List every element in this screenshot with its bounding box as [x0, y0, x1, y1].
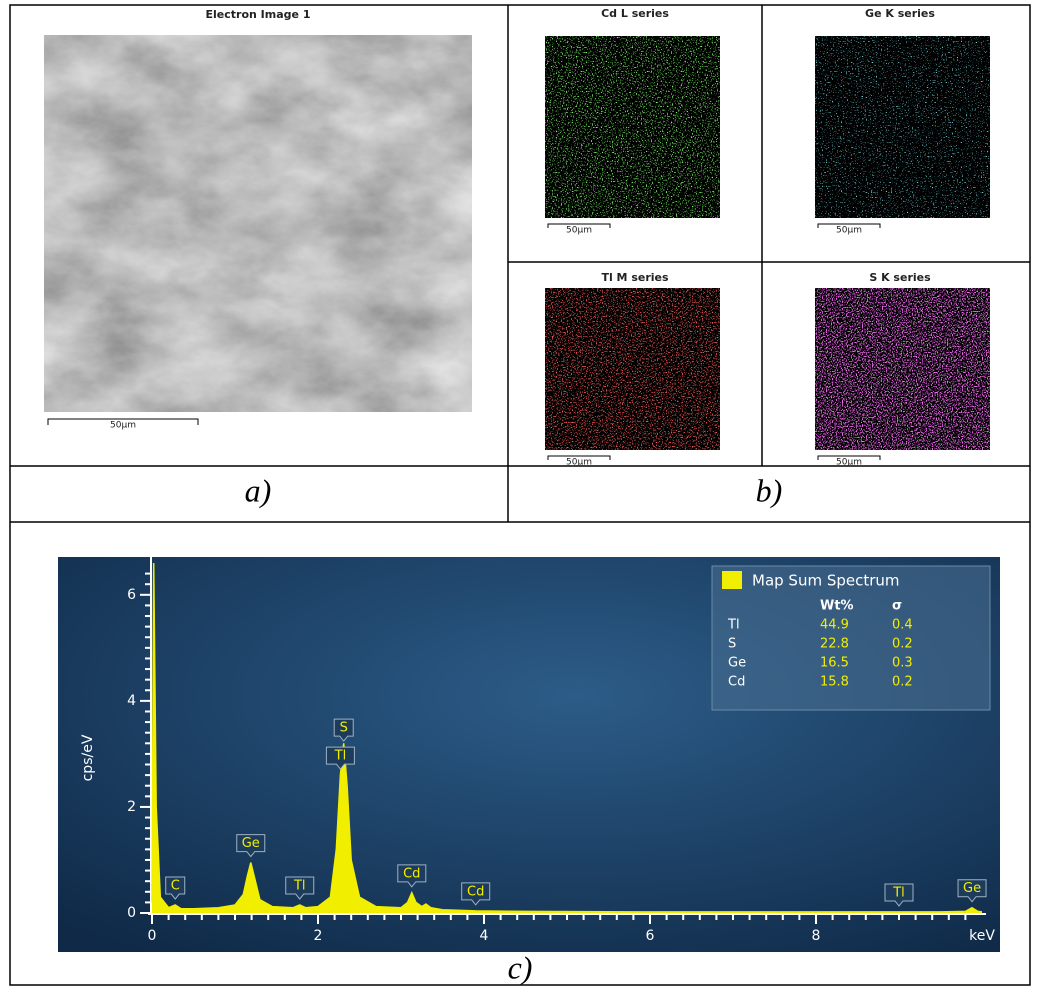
table-header: Wt%	[820, 599, 854, 614]
x-tick-label: 8	[812, 928, 821, 944]
scale-bar	[817, 455, 881, 460]
map-title: Tl M series	[601, 271, 669, 284]
peak-label: Ge	[242, 836, 260, 851]
table-element: Cd	[728, 675, 745, 690]
table-element: Ge	[728, 656, 746, 671]
peak-label: Ge	[963, 881, 981, 896]
table-sigma: 0.2	[892, 675, 913, 690]
peak-label-box	[957, 879, 987, 903]
x-tick-label: 6	[646, 928, 655, 944]
table-sigma: 0.4	[892, 618, 913, 633]
x-tick-label: 2	[314, 928, 323, 944]
table-sigma: 0.2	[892, 637, 913, 652]
peak-label-box	[333, 718, 354, 742]
table-element: S	[728, 637, 736, 652]
y-axis-label: cps/eV	[80, 734, 96, 781]
map-dots	[545, 288, 720, 450]
table-wt: 15.8	[820, 675, 849, 690]
peak-label: Tl	[892, 885, 905, 900]
electron-image	[44, 35, 472, 412]
peak-label-box	[397, 864, 427, 888]
peak-label: C	[171, 879, 180, 894]
scale-bar-label: 50µm	[110, 421, 136, 431]
peak-label: S	[340, 721, 348, 736]
peak-label-box	[325, 746, 355, 770]
map-dots	[815, 36, 990, 218]
map-title: Cd L series	[601, 7, 669, 20]
scale-bar	[47, 418, 199, 425]
panel-title: Electron Image 1	[206, 8, 311, 21]
table-sigma: 0.3	[892, 656, 913, 671]
panel-label: a)	[245, 472, 272, 508]
peak-label-box	[461, 882, 491, 906]
scale-bar-label: 50µm	[566, 226, 592, 236]
y-tick-label: 0	[127, 905, 136, 921]
legend-label: Map Sum Spectrum	[752, 572, 900, 590]
x-tick-label: 4	[480, 928, 489, 944]
peak-label: Tl	[293, 879, 306, 894]
peak-label-box	[165, 876, 186, 900]
y-tick-label: 6	[127, 587, 136, 603]
scale-bar-label: 50µm	[836, 458, 862, 468]
map-title: Ge K series	[865, 7, 935, 20]
table-header: σ	[892, 599, 902, 614]
panel-label: c)	[508, 949, 533, 985]
peak-label: Cd	[467, 884, 484, 899]
scale-bar	[547, 455, 611, 460]
table-wt: 44.9	[820, 618, 849, 633]
table-frame	[9, 4, 1031, 986]
scale-bar-label: 50µm	[566, 458, 592, 468]
panel-label: b)	[756, 472, 783, 508]
table-element: Tl	[727, 618, 740, 633]
peak-label-box	[285, 876, 315, 900]
x-tick-label: 0	[148, 928, 157, 944]
table-wt: 22.8	[820, 637, 849, 652]
peak-label-box	[236, 834, 266, 858]
peak-label-box	[884, 883, 914, 907]
y-tick-label: 2	[127, 799, 136, 815]
y-tick-label: 4	[127, 693, 136, 709]
legend-swatch	[722, 571, 742, 589]
map-title: S K series	[869, 271, 931, 284]
legend-box	[711, 565, 991, 711]
scale-bar	[547, 223, 611, 228]
scale-bar	[817, 223, 881, 228]
table-wt: 16.5	[820, 656, 849, 671]
map-dots	[545, 36, 720, 218]
x-axis-label: keV	[969, 928, 995, 944]
peak-label: Tl	[334, 749, 347, 764]
scale-bar-label: 50µm	[836, 226, 862, 236]
peak-label: Cd	[403, 866, 420, 881]
map-dots	[815, 288, 990, 450]
